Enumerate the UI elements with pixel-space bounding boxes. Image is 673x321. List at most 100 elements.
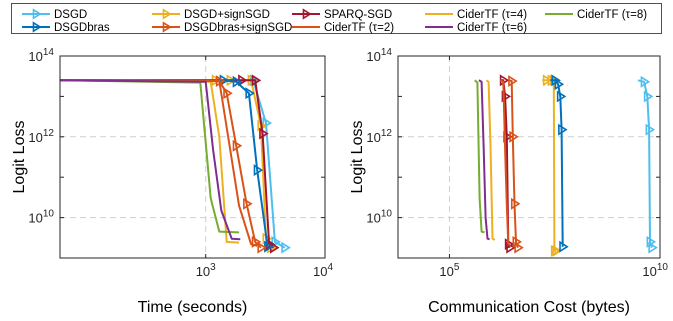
data-point	[559, 240, 569, 253]
data-point	[542, 74, 553, 87]
y-tick-label: 1012	[366, 128, 392, 145]
x-tick-label: 1010	[642, 262, 668, 279]
series-line	[60, 79, 258, 247]
legend-item-cidertf-tau-2: CiderTF (τ=2)	[292, 22, 394, 34]
legend-item-dsgdbras: DSGDbras	[22, 21, 110, 34]
y-tick-label: 1014	[28, 47, 54, 64]
series-line	[474, 79, 485, 234]
data-point	[223, 87, 233, 100]
data-point	[643, 90, 654, 103]
series-line	[637, 79, 653, 248]
series-line	[60, 79, 262, 249]
legend-label: DSGDbras+signSGD	[184, 22, 292, 34]
data-point	[259, 127, 269, 140]
legend-item-dsgd: DSGD	[22, 8, 87, 21]
legend-label: DSGD	[54, 9, 87, 21]
data-point	[554, 78, 565, 91]
data-point	[251, 235, 262, 248]
data-point	[648, 241, 658, 254]
series-dsgd-signsgd	[60, 74, 277, 254]
plot-time: 1010 1012 1014 103 104 Time (seconds) Logit Lo…	[11, 47, 333, 316]
series-layer	[474, 74, 658, 257]
series-line	[499, 79, 512, 247]
legend-marker	[162, 8, 172, 20]
data-point	[552, 244, 563, 257]
grid	[60, 55, 326, 258]
x-axis-label: Communication Cost (bytes)	[428, 299, 630, 316]
data-point	[514, 241, 524, 254]
data-point	[232, 139, 243, 152]
x-axis-label: Time (seconds)	[138, 299, 248, 316]
x-tick-label: 105	[439, 262, 459, 279]
y-axis-label: Logit Loss	[11, 121, 28, 194]
series-cidertf-tau-4	[485, 79, 496, 241]
legend-label: CiderTF (τ=4)	[457, 9, 527, 21]
series-line	[508, 79, 519, 248]
legend-item-sparq-sgd: SPARQ-SGD	[292, 8, 392, 21]
tick-marks	[60, 55, 326, 259]
series-line	[542, 79, 557, 252]
data-point	[556, 90, 567, 103]
legend-box	[11, 3, 662, 34]
legend: DSGD DSGD+signSGD SPARQ-SGD CiderTF (τ=4) Ci…	[11, 3, 662, 34]
series-cidertf-tau-2	[499, 79, 512, 247]
data-point	[508, 75, 518, 87]
series-line	[478, 79, 490, 241]
data-point	[504, 238, 515, 251]
data-point	[558, 123, 568, 136]
legend-item-dsgd-signsgd: DSGD+signSGD	[152, 8, 270, 21]
y-tick-label: 1012	[28, 128, 54, 145]
series-line	[60, 79, 269, 247]
data-point	[219, 74, 230, 87]
legend-marker	[32, 21, 42, 33]
legend-item-dsgdbras-signsgd: DSGDbras+signSGD	[152, 21, 292, 34]
series-dsgdbras-signsgd	[508, 75, 524, 254]
grid	[398, 55, 661, 258]
series-dsgd	[637, 75, 658, 254]
data-point	[281, 241, 291, 254]
legend-marker	[32, 8, 42, 20]
series-cidertf-tau-6	[60, 79, 241, 241]
series-cidertf-tau-4	[60, 79, 240, 244]
data-point	[645, 123, 656, 136]
data-point	[257, 241, 267, 254]
y-axis-label: Logit Loss	[349, 121, 366, 194]
series-line	[60, 79, 241, 241]
data-point	[501, 90, 512, 103]
legend-item-cidertf-tau-8: CiderTF (τ=8)	[545, 9, 647, 21]
series-dsgdbras-signsgd	[60, 75, 267, 254]
x-tick-label: 104	[313, 262, 333, 279]
data-point	[262, 117, 272, 129]
data-point	[243, 197, 253, 210]
series-line	[60, 79, 275, 249]
data-point	[232, 75, 243, 88]
legend-label: SPARQ-SGD	[324, 9, 392, 21]
plot-communication-cost: 1010 1012 1014 105 1010 Communication Cost (b…	[349, 47, 668, 316]
series-line	[485, 79, 496, 241]
legend-marker	[302, 8, 312, 20]
y-tick-label: 1010	[28, 209, 54, 226]
legend-label: CiderTF (τ=8)	[577, 9, 647, 21]
tick-marks	[398, 55, 661, 259]
series-line	[60, 79, 240, 244]
series-dsgdbras	[550, 74, 569, 253]
legend-label: DSGD+signSGD	[184, 9, 270, 21]
legend-label: DSGDbras	[54, 22, 110, 34]
legend-label: CiderTF (τ=2)	[324, 22, 394, 34]
data-point	[550, 244, 561, 257]
data-point	[253, 164, 264, 177]
legend-marker	[162, 21, 172, 33]
data-point	[271, 235, 281, 248]
series-layer	[60, 74, 291, 254]
legend-item-cidertf-tau-6: CiderTF (τ=6)	[425, 22, 527, 34]
series-line	[60, 79, 240, 234]
legend-label: CiderTF (τ=6)	[457, 22, 527, 34]
data-point	[640, 75, 651, 88]
series-cidertf-tau-8	[474, 79, 485, 234]
axes-box	[59, 55, 326, 259]
series-cidertf-tau-2	[60, 79, 258, 247]
series-line	[550, 79, 564, 247]
legend-item-cidertf-tau-4: CiderTF (τ=4)	[425, 9, 527, 21]
series-cidertf-tau-6	[478, 79, 490, 241]
